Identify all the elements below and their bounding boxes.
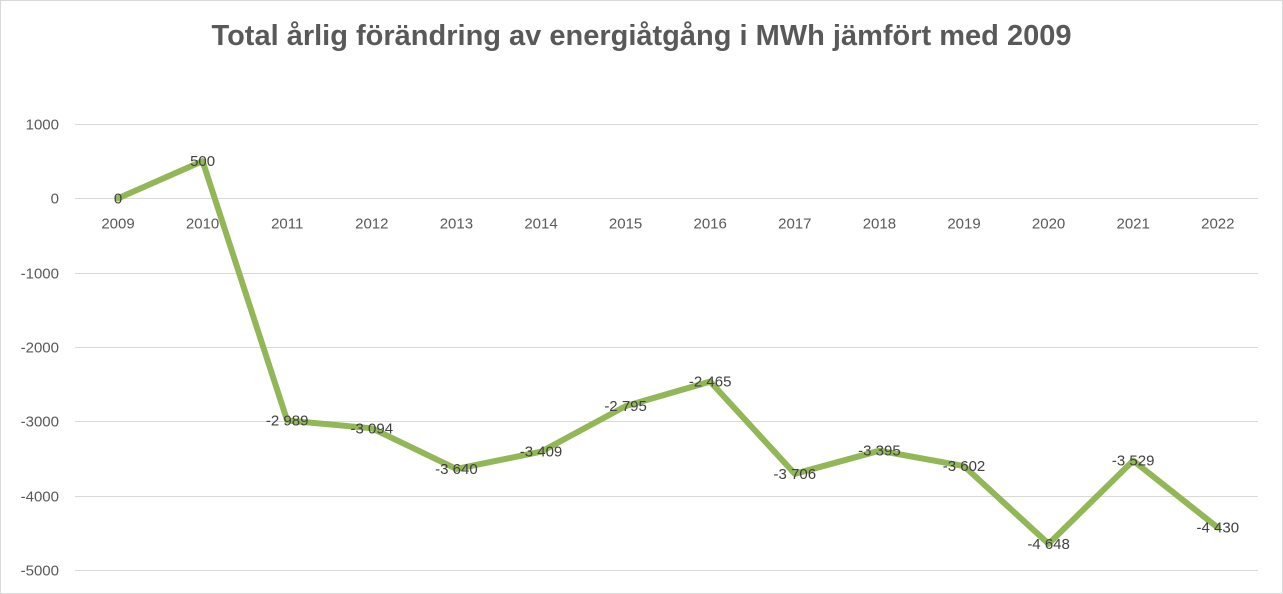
data-label: -3 409	[520, 444, 563, 461]
y-tick-label: 1000	[26, 117, 59, 134]
data-label: -4 648	[1027, 536, 1070, 553]
x-tick-label: 2014	[524, 215, 557, 232]
series-layer	[115, 158, 1221, 547]
x-tick-label: 2018	[863, 215, 896, 232]
x-tick-label: 2010	[186, 215, 219, 232]
y-tick-label: -1000	[21, 266, 59, 283]
x-tick-label: 2013	[440, 215, 473, 232]
x-tick-label: 2021	[1117, 215, 1150, 232]
x-tick-label: 2020	[1032, 215, 1065, 232]
x-tick-label: 2017	[778, 215, 811, 232]
data-label: -3 706	[774, 466, 817, 483]
data-labels: 0 500 -2 989 -3 094 -3 640 -3 409 -2 795 -2 465…	[114, 153, 1239, 553]
y-tick-label: -5000	[21, 563, 59, 580]
y-tick-label: -2000	[21, 340, 59, 357]
x-tick-label: 2022	[1201, 215, 1234, 232]
data-label: -2 795	[604, 398, 647, 415]
x-tick-label: 2011	[271, 215, 303, 232]
data-label: -3 094	[351, 420, 394, 437]
data-label: -3 395	[858, 443, 901, 460]
y-tick-label: -3000	[21, 414, 59, 431]
y-tick-label: 0	[51, 191, 59, 208]
data-label: -2 465	[689, 374, 732, 391]
x-tick-label: 2016	[694, 215, 727, 232]
data-label: 0	[114, 190, 122, 207]
data-label: -2 989	[266, 413, 309, 430]
gridlines	[75, 124, 1258, 571]
x-tick-label: 2019	[947, 215, 980, 232]
x-tick-label: 2009	[101, 215, 134, 232]
chart-title: Total årlig förändring av energiåtgång i…	[211, 20, 1072, 52]
data-label: -3 529	[1112, 453, 1155, 470]
y-axis-ticks: 1000 0 -1000 -2000 -3000 -4000 -5000	[21, 117, 59, 580]
data-label: 500	[190, 153, 215, 170]
data-label: -3 602	[943, 458, 986, 475]
data-label: -3 640	[435, 461, 478, 478]
series-line	[115, 158, 1221, 547]
y-tick-label: -4000	[21, 489, 59, 506]
x-tick-label: 2015	[609, 215, 642, 232]
x-tick-label: 2012	[355, 215, 388, 232]
x-axis-ticks: 2009 2010 2011 2012 2013 2014 2015 2016 2017 2018…	[101, 215, 1234, 232]
data-label: -4 430	[1197, 520, 1240, 537]
